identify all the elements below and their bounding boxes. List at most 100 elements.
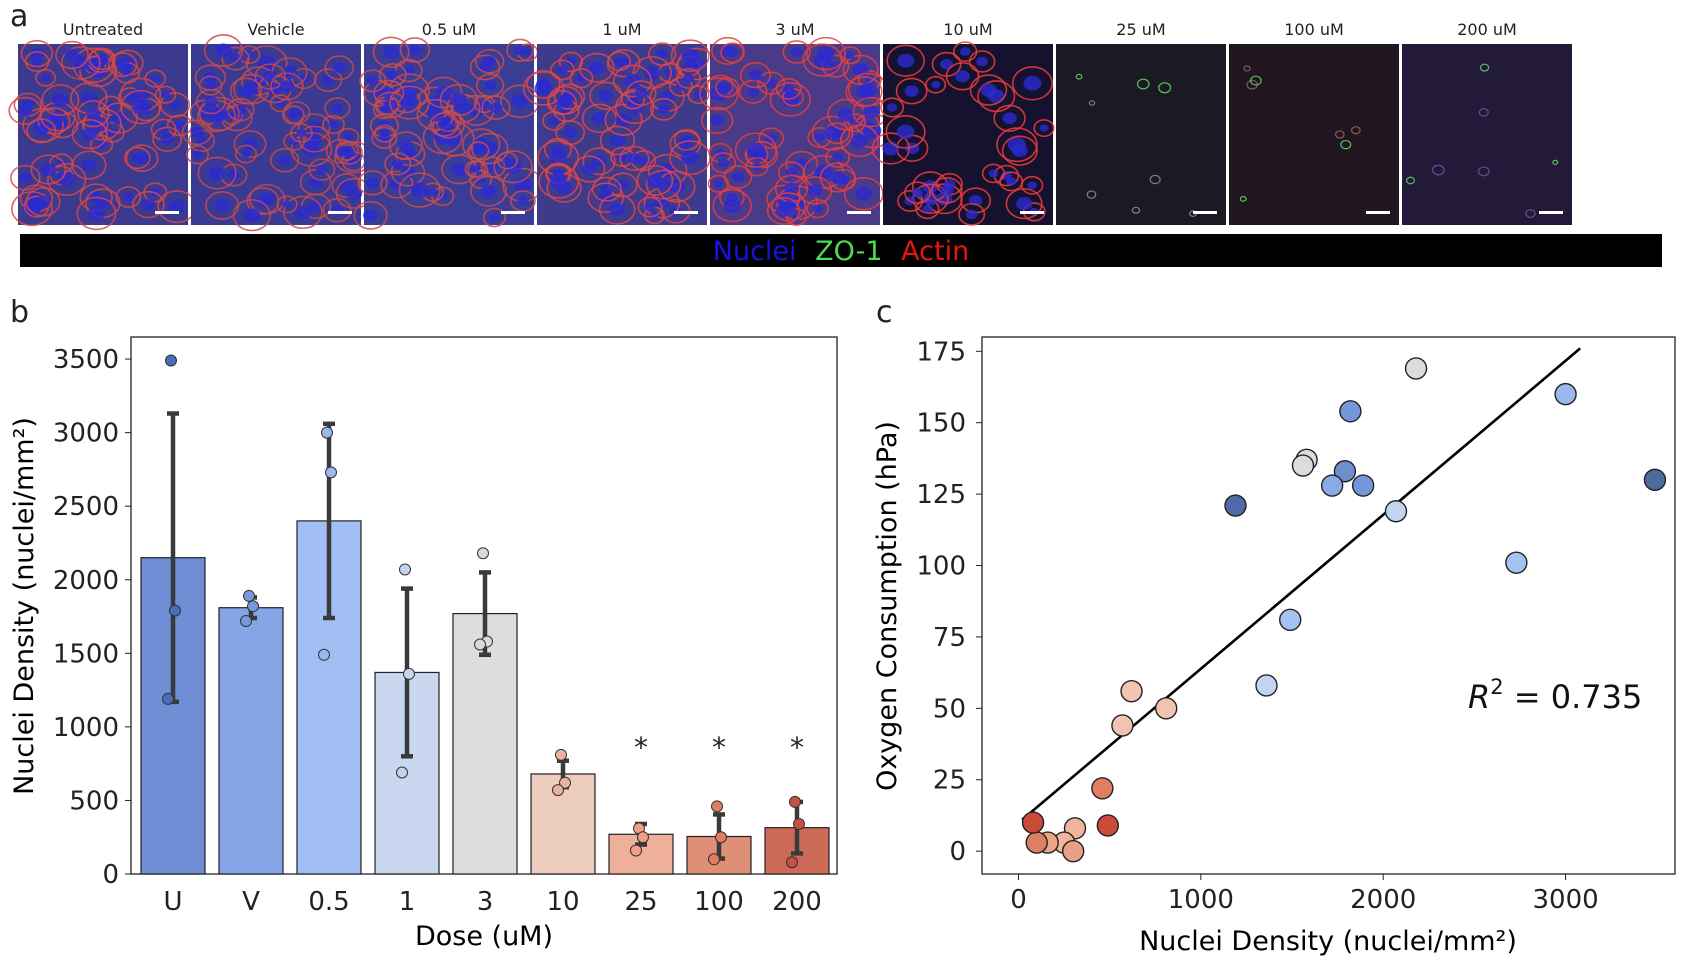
cell-outline: [645, 169, 682, 200]
data-point: [162, 692, 174, 705]
cell-nucleus: [855, 85, 873, 99]
cell-outline: [1334, 130, 1345, 139]
cell-outline: [461, 128, 501, 161]
cell-nucleus: [255, 195, 271, 208]
cell-outline: [1477, 166, 1490, 177]
cell-nucleus: [722, 83, 733, 92]
cell-nucleus: [904, 85, 919, 97]
cell-nucleus: [634, 87, 648, 99]
cell-nucleus: [331, 103, 343, 113]
cell-nucleus: [837, 107, 855, 122]
cell-nucleus: [289, 137, 299, 146]
cell-outline: [811, 115, 854, 151]
cell-nucleus: [41, 74, 50, 82]
cell-nucleus: [939, 184, 954, 196]
scale-bar: [155, 211, 179, 214]
cell-outline: [186, 145, 210, 165]
cell-nucleus: [86, 107, 101, 120]
cell-outline: [825, 146, 851, 168]
cell-outline: [1552, 159, 1559, 166]
cell-outline: [626, 80, 657, 106]
cell-outline: [843, 176, 884, 211]
cell-outline: [636, 165, 674, 196]
y-tick-label: 100: [916, 552, 966, 582]
cell-outline: [587, 182, 624, 214]
cell-outline: [766, 196, 801, 225]
y-tick-label: 175: [916, 337, 966, 367]
cell-nucleus: [955, 70, 970, 83]
cell-outline: [1478, 108, 1489, 117]
cell-outline: [553, 83, 586, 110]
y-tick-label: 1500: [53, 639, 119, 669]
cell-outline: [650, 97, 678, 121]
legend-zo1: ZO-1: [815, 236, 882, 267]
cell-nucleus: [922, 204, 933, 214]
cell-outline: [840, 124, 880, 158]
cell-nucleus: [484, 80, 497, 91]
legend-nuclei: Nuclei: [713, 236, 797, 267]
cell-nucleus: [814, 164, 833, 180]
scatter-point: [1320, 474, 1344, 497]
cell-outline: [582, 147, 616, 176]
cell-nucleus: [644, 202, 656, 212]
r-squared-symbol: R: [1468, 678, 1490, 716]
cell-outline: [606, 49, 641, 78]
cell-nucleus: [814, 133, 825, 142]
cell-outline: [35, 69, 56, 87]
scatter-point: [1021, 811, 1045, 834]
y-tick-label: 3000: [53, 419, 119, 449]
cell-outline: [969, 74, 1008, 106]
cell-outline: [276, 195, 298, 214]
cell-outline: [1001, 135, 1038, 166]
cell-nucleus: [17, 104, 33, 117]
cell-nucleus: [548, 150, 568, 166]
cell-nucleus: [29, 47, 44, 60]
cell-outline: [996, 127, 1038, 163]
cell-nucleus: [812, 204, 823, 213]
cell-nucleus: [656, 49, 669, 60]
cell-outline: [221, 46, 250, 71]
cell-outline: [24, 51, 50, 73]
data-point: [247, 600, 259, 613]
y-tick-label: 0: [102, 860, 119, 890]
x-tick-label: 1000: [1168, 885, 1234, 915]
cell-nucleus: [959, 47, 971, 56]
cell-outline: [637, 196, 663, 218]
bar-chart-panel: 0 500 1000 1500 2000 2500 3000 3500 U V 0.5 1 3 10 25 1…: [9, 336, 838, 952]
data-point: [403, 667, 415, 680]
cell-nucleus: [591, 111, 607, 125]
r-squared-value: = 0.735: [1504, 678, 1643, 716]
cell-nucleus: [557, 93, 573, 107]
cell-outline: [314, 68, 343, 93]
cell-nucleus: [511, 94, 529, 109]
cell-outline: [229, 77, 262, 105]
cell-outline: [1406, 176, 1415, 185]
cell-outline: [154, 85, 177, 104]
scatter-point: [1061, 839, 1085, 863]
cell-nucleus: [832, 152, 844, 162]
cell-outline: [506, 38, 534, 62]
cell-nucleus: [81, 127, 98, 141]
bar-chart-ylabel: Nuclei Density (nuclei/mm²): [9, 417, 40, 795]
x-tick-label: 3000: [1532, 885, 1598, 915]
condition-label: Untreated: [63, 20, 143, 39]
scale-bar: [328, 211, 352, 214]
channel-legend: Nuclei ZO-1 Actin: [713, 236, 969, 267]
cell-nucleus: [328, 120, 339, 129]
cell-outline: [569, 67, 594, 89]
cell-nucleus: [161, 90, 171, 99]
cell-nucleus: [1039, 124, 1049, 132]
cell-outline: [757, 71, 786, 95]
cell-outline: [203, 34, 243, 67]
cell-outline: [482, 207, 507, 228]
scatter-point: [1279, 608, 1302, 631]
cell-outline: [398, 172, 441, 208]
cell-outline: [1149, 174, 1161, 185]
cell-outline: [599, 125, 636, 156]
cell-nucleus: [514, 45, 527, 56]
cell-nucleus: [790, 46, 803, 57]
cell-nucleus: [776, 204, 791, 217]
scatter-chart-frame: [981, 336, 1676, 875]
cell-nucleus: [817, 46, 835, 61]
cell-outline: [30, 154, 67, 185]
